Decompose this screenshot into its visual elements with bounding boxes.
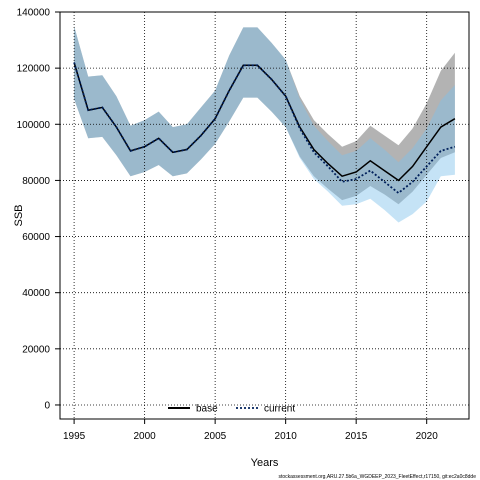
y-axis-label: SSB (13, 204, 25, 226)
y-tick-label: 140000 (17, 8, 51, 19)
series-lines (73, 62, 456, 195)
legend-label-base: base (196, 404, 218, 415)
legend-label-current: current (264, 404, 295, 415)
x-tick-label: 2015 (345, 431, 368, 442)
plot-frame (59, 11, 470, 420)
y-tick-label: 0 (44, 400, 50, 411)
series-line-current (73, 62, 456, 195)
x-axis-label: Years (251, 457, 279, 469)
x-tick-label: 1995 (63, 431, 86, 442)
y-tick-label: 80000 (22, 176, 50, 187)
x-tick-label: 2020 (416, 431, 439, 442)
y-tick-label: 40000 (22, 288, 50, 299)
y-tick-label: 120000 (17, 64, 51, 75)
x-tick-label: 2000 (133, 431, 156, 442)
y-tick-label: 100000 (17, 120, 51, 131)
x-axis: 1995 2000 2005 2010 2015 2020 (63, 419, 438, 442)
series-line-base (73, 62, 456, 182)
band-current (74, 26, 455, 223)
y-tick-label: 60000 (22, 232, 50, 243)
x-tick-label: 2010 (275, 431, 298, 442)
legend: base current (168, 404, 295, 415)
y-axis: 0 20000 40000 60000 80000 100000 120000 140000 (17, 8, 60, 411)
grid-lines (60, 11, 469, 419)
confidence-bands (74, 26, 455, 223)
y-tick-label: 20000 (22, 344, 50, 355)
band-base (74, 26, 455, 205)
footer-text: stockassessment.org,ARU.27.5b6a_WGDEEP_2… (278, 474, 476, 480)
x-tick-label: 2005 (204, 431, 227, 442)
